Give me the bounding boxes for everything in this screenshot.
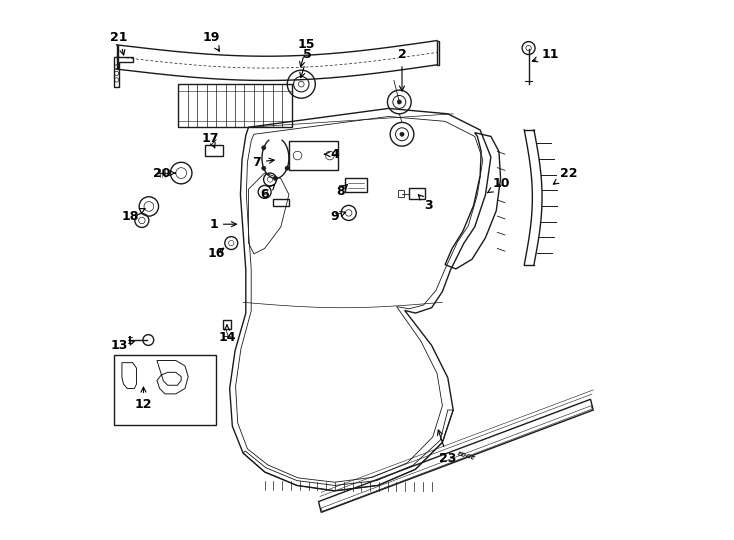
Text: 13: 13 [111,339,134,352]
Text: 14: 14 [218,325,236,344]
Circle shape [273,176,277,180]
Circle shape [400,132,404,137]
Text: 12: 12 [135,387,152,411]
Text: 7: 7 [252,156,274,169]
Circle shape [261,166,266,170]
Text: 11: 11 [532,48,559,62]
Text: 21: 21 [111,31,128,55]
Text: 23: 23 [437,430,457,465]
Text: 2: 2 [398,48,407,91]
Text: 1: 1 [209,218,236,231]
Text: 15: 15 [298,38,316,67]
Text: 10: 10 [487,177,510,193]
Text: 22: 22 [553,166,578,184]
Text: 16: 16 [208,247,225,260]
Text: 6: 6 [261,185,275,201]
Circle shape [285,166,289,170]
Text: 18: 18 [121,208,145,222]
Text: 4: 4 [324,148,339,161]
Text: EDGE: EDGE [457,451,476,461]
Text: 20: 20 [153,166,175,179]
Text: 8: 8 [335,185,347,198]
Text: 17: 17 [202,132,219,148]
Text: 3: 3 [418,195,433,212]
Text: 5: 5 [300,48,312,78]
Circle shape [397,100,401,104]
Text: 19: 19 [202,31,219,51]
Text: 9: 9 [330,210,346,222]
Circle shape [261,146,266,150]
